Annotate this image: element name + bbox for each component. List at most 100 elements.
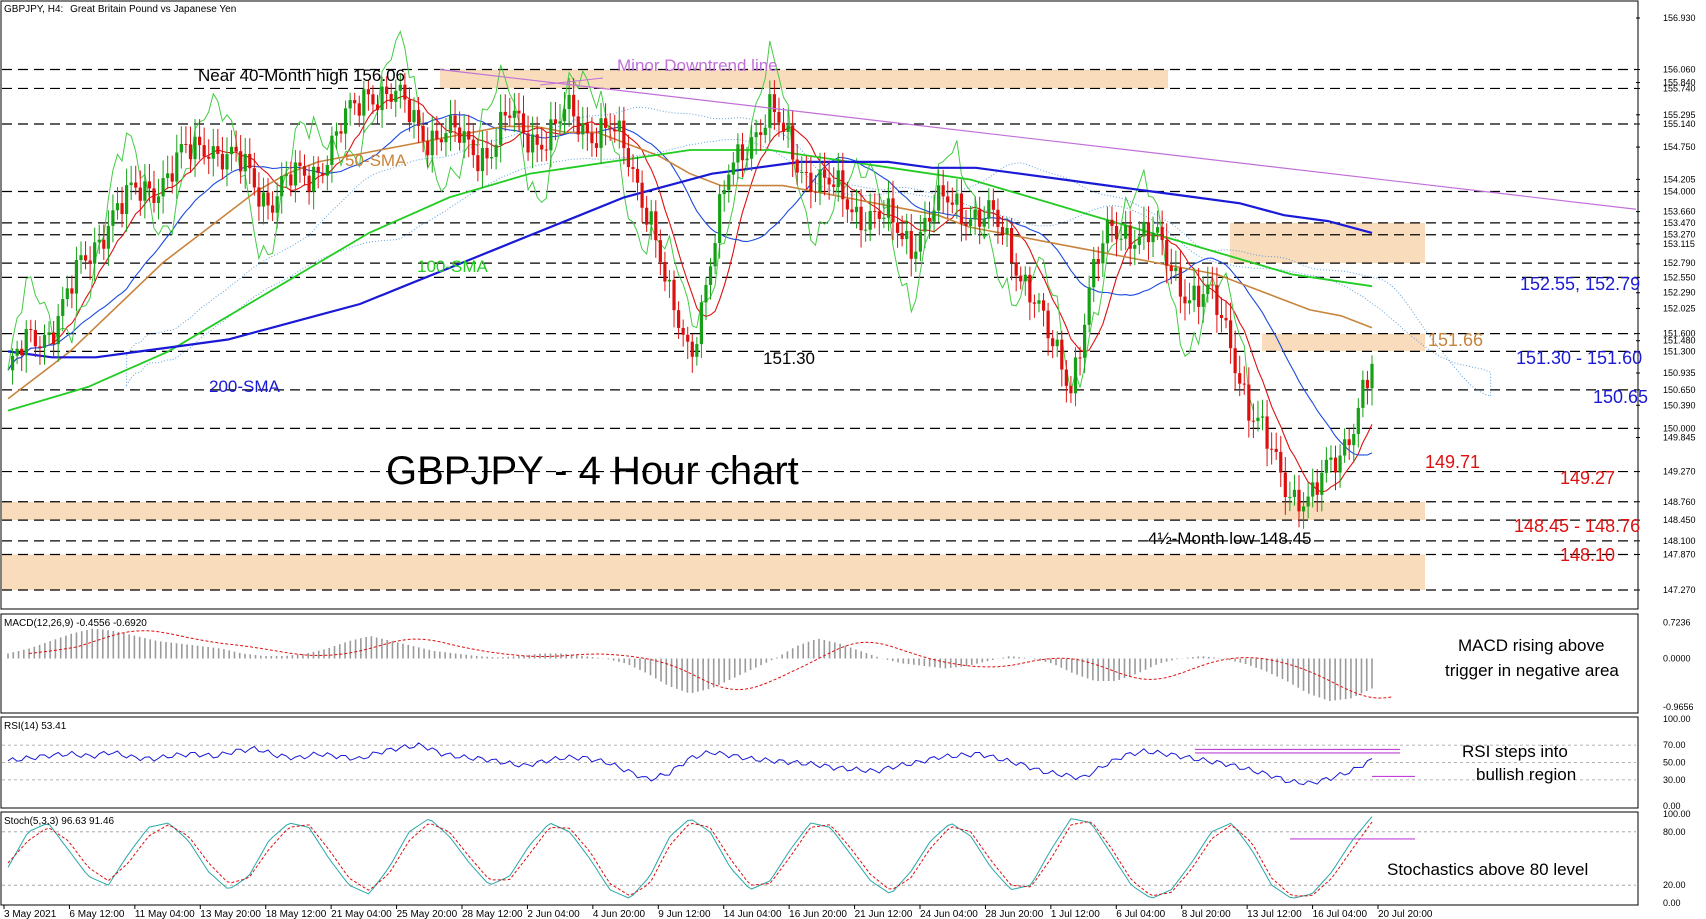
candle-body bbox=[1251, 420, 1255, 422]
price-y-tick-label: 147.870 bbox=[1663, 549, 1696, 559]
candle-body bbox=[718, 194, 722, 244]
level-label-148-45-148-76: 148.45 - 148.76 bbox=[1514, 516, 1640, 536]
candle-body bbox=[357, 103, 361, 116]
candle-body bbox=[895, 222, 900, 233]
price-y-tick-label: 153.270 bbox=[1663, 230, 1696, 240]
price-y-tick-label: 152.550 bbox=[1663, 272, 1696, 282]
candle-body bbox=[275, 196, 279, 213]
kijun-line bbox=[7, 113, 1373, 456]
candle-body bbox=[781, 122, 786, 132]
macd-y-tick-label: 0.7236 bbox=[1663, 617, 1691, 627]
candle-body bbox=[1306, 496, 1310, 507]
candle-body bbox=[24, 329, 28, 356]
candle-body bbox=[1338, 455, 1342, 473]
candle-body bbox=[79, 255, 83, 261]
price-y-tick-label: 154.205 bbox=[1663, 174, 1696, 184]
candle-body bbox=[699, 302, 704, 345]
candle-body bbox=[754, 132, 758, 138]
candle-body bbox=[1083, 324, 1087, 358]
candle-body bbox=[74, 260, 79, 294]
macd-histogram bbox=[7, 628, 1373, 701]
candle-body bbox=[996, 209, 1000, 227]
candle-body bbox=[1192, 285, 1196, 301]
candle-body bbox=[225, 154, 229, 170]
candle-body bbox=[1174, 267, 1178, 272]
candle-body bbox=[184, 143, 188, 145]
candle-body bbox=[1347, 439, 1351, 446]
candle-body bbox=[649, 211, 653, 225]
level-label-149-27: 149.27 bbox=[1560, 468, 1615, 488]
candle-body bbox=[307, 175, 311, 192]
rsi-annotation-line2: bullish region bbox=[1476, 765, 1576, 784]
candle-body bbox=[462, 131, 466, 143]
candle-body bbox=[56, 315, 60, 345]
price-zones bbox=[2, 69, 1425, 591]
candle-body bbox=[964, 223, 968, 226]
annotation-100-sma: 100-SMA bbox=[417, 257, 489, 276]
candle-body bbox=[558, 121, 562, 124]
candle-body bbox=[1037, 300, 1041, 304]
price-y-tick-label: 156.930 bbox=[1663, 13, 1696, 23]
candle-body bbox=[1333, 457, 1338, 473]
price-y-tick-label: 148.450 bbox=[1663, 515, 1696, 525]
candle-body bbox=[188, 144, 193, 160]
stochastic-y-tick-label: 0.00 bbox=[1663, 898, 1681, 908]
candle-body bbox=[1311, 482, 1315, 497]
candle-body bbox=[613, 129, 617, 132]
candle-body bbox=[955, 193, 959, 205]
price-y-tick-label: 153.115 bbox=[1663, 239, 1695, 249]
macd-y-tick-label: -0.9656 bbox=[1663, 702, 1694, 712]
annotation-4-5-month-low: 4½-Month low 148.45 bbox=[1148, 529, 1312, 548]
candle-body bbox=[736, 144, 740, 163]
stochastic-panel: 100.00 80.00 20.00 0.00 Stoch(5,3,3) 96.63 … bbox=[0, 809, 1691, 908]
candle-body bbox=[663, 261, 667, 282]
candle-body bbox=[280, 175, 284, 197]
price-y-tick-label: 151.600 bbox=[1663, 329, 1696, 339]
candle-body bbox=[786, 125, 790, 132]
candle-body bbox=[302, 166, 307, 176]
candle-body bbox=[47, 332, 51, 336]
candle-body bbox=[193, 136, 197, 160]
price-y-tick-label: 152.790 bbox=[1663, 258, 1696, 268]
candle-body bbox=[134, 182, 138, 188]
candle-body bbox=[111, 210, 115, 226]
candle-body bbox=[298, 162, 302, 167]
candle-body bbox=[1092, 258, 1096, 288]
candle-body bbox=[10, 355, 15, 371]
candle-body bbox=[704, 284, 708, 303]
rsi-y-tick-label: 0.00 bbox=[1663, 801, 1681, 811]
candle-body bbox=[485, 147, 489, 159]
candle-body bbox=[161, 178, 165, 197]
candle-body bbox=[229, 146, 234, 155]
candle-body bbox=[444, 133, 448, 143]
candle-body bbox=[211, 146, 215, 159]
candle-body bbox=[1096, 258, 1100, 264]
candle-body bbox=[1265, 416, 1269, 449]
rsi-y-tick-label: 50.00 bbox=[1663, 758, 1686, 768]
candle-body bbox=[946, 196, 950, 203]
x-tick-label: 11 May 04:00 bbox=[135, 909, 195, 919]
candle-body bbox=[695, 344, 699, 357]
candle-body bbox=[791, 125, 795, 160]
support-resistance-zone bbox=[1262, 333, 1425, 352]
candle-body bbox=[1224, 317, 1228, 321]
candle-body bbox=[864, 229, 868, 231]
candle-body bbox=[1219, 315, 1224, 318]
price-y-tick-label: 147.270 bbox=[1663, 585, 1696, 595]
candle-body bbox=[585, 123, 589, 134]
candle-body bbox=[1155, 227, 1160, 233]
candle-body bbox=[991, 200, 995, 210]
candle-body bbox=[854, 206, 859, 213]
candle-body bbox=[599, 118, 603, 148]
candle-body bbox=[526, 133, 530, 153]
candle-body bbox=[207, 156, 211, 159]
candle-body bbox=[175, 152, 179, 182]
candle-body bbox=[1187, 300, 1192, 304]
stochastic-panel-frame bbox=[0, 811, 1639, 906]
x-tick-label: 8 Jul 20:00 bbox=[1182, 909, 1231, 919]
candle-body bbox=[1114, 225, 1119, 240]
candle-body bbox=[93, 242, 97, 264]
candle-body bbox=[540, 144, 544, 150]
